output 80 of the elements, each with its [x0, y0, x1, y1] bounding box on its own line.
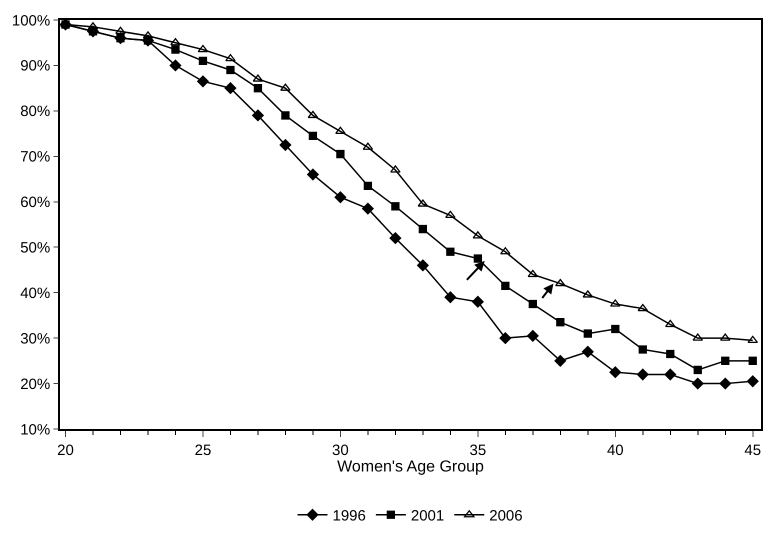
point	[418, 224, 428, 234]
point	[197, 76, 209, 88]
point	[252, 110, 264, 122]
point	[584, 329, 592, 338]
point	[528, 270, 538, 278]
x-tick-label: 45	[744, 442, 762, 459]
point	[307, 168, 319, 180]
point	[582, 346, 594, 358]
point	[417, 260, 429, 272]
point	[472, 231, 484, 239]
y-tick-label: 70%	[20, 148, 50, 166]
point	[554, 354, 566, 367]
point	[501, 282, 510, 290]
point	[472, 296, 484, 308]
y-tick-label: 80%	[20, 103, 50, 120]
point	[638, 304, 648, 312]
point	[334, 191, 346, 204]
point	[555, 278, 566, 286]
point	[556, 318, 564, 326]
y-tick-label: 90%	[20, 58, 50, 75]
x-tick-label: 40	[606, 442, 624, 459]
point	[609, 366, 622, 378]
point	[474, 254, 482, 263]
point	[719, 378, 732, 390]
point	[446, 248, 455, 256]
point	[445, 210, 456, 218]
point	[748, 356, 757, 365]
point	[692, 333, 704, 341]
legend-label: 2006	[489, 508, 523, 525]
legend-label: 1996	[332, 508, 366, 525]
point	[499, 332, 512, 344]
point	[252, 74, 264, 82]
y-tick-label: 30%	[20, 330, 50, 348]
point	[391, 202, 400, 210]
point	[610, 299, 621, 307]
point	[364, 182, 372, 190]
y-tick-label: 60%	[20, 194, 50, 212]
y-tick-label: 20%	[20, 376, 50, 393]
point	[611, 324, 620, 334]
y-tick-label: 40%	[20, 284, 50, 302]
y-tick-label: 10%	[20, 421, 50, 438]
x-tick-label: 35	[470, 442, 486, 459]
x-tick-label: 25	[194, 442, 212, 459]
point	[418, 199, 428, 207]
point	[280, 139, 292, 151]
point	[444, 291, 456, 304]
point	[224, 82, 236, 94]
point	[582, 290, 594, 298]
point	[746, 375, 759, 388]
y-tick-label: 50%	[20, 239, 50, 256]
point	[390, 232, 402, 244]
x-tick-label: 20	[57, 442, 74, 459]
point	[226, 66, 235, 74]
point	[336, 150, 345, 158]
point	[198, 44, 208, 52]
point	[666, 350, 674, 358]
point	[308, 132, 318, 140]
point	[281, 111, 290, 120]
point	[526, 330, 539, 342]
point	[636, 368, 649, 380]
point	[638, 345, 647, 354]
point	[362, 202, 374, 214]
point	[694, 366, 702, 374]
point	[170, 60, 182, 72]
point	[254, 84, 262, 92]
point	[308, 110, 318, 118]
point	[692, 378, 704, 390]
point	[664, 368, 676, 380]
point	[115, 26, 126, 34]
point	[665, 320, 676, 328]
point	[171, 45, 180, 54]
point	[198, 56, 208, 66]
point	[390, 165, 401, 173]
point	[528, 300, 537, 308]
x-tick-label: 30	[332, 442, 349, 459]
point	[225, 54, 236, 62]
x-axis-title: Women's Age Group	[337, 458, 484, 476]
legend-label: 2001	[410, 508, 444, 525]
point	[721, 356, 730, 365]
y-tick-label: 100%	[12, 12, 50, 30]
